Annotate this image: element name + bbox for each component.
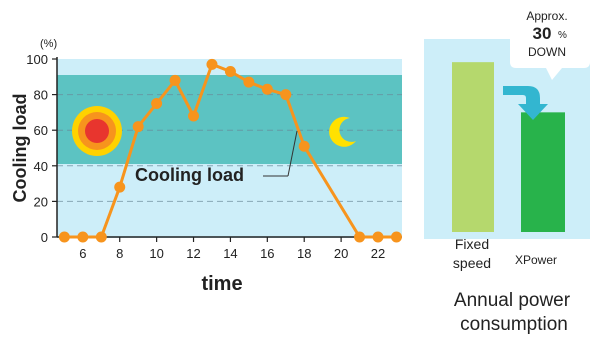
x-tick-label-6: 6 [79, 246, 86, 261]
cooling-load-annotation: Cooling load [135, 165, 244, 185]
cooling-load-points [58, 58, 402, 243]
callout-value: 30 [533, 24, 552, 43]
bar-xpower [521, 112, 565, 232]
callout-down: DOWN [528, 45, 566, 59]
data-point-7 [95, 231, 107, 243]
data-point-9 [132, 121, 144, 133]
data-point-13 [206, 58, 218, 70]
data-point-15 [243, 76, 255, 88]
x-axis-title: time [201, 273, 242, 295]
y-tick-label-40: 40 [34, 159, 48, 174]
sun-icon [72, 106, 122, 156]
x-tick-label-16: 16 [260, 246, 274, 261]
right-chart-title-line2: consumption [460, 314, 568, 335]
y-tick-label-20: 20 [34, 194, 48, 209]
category-label-fixed-line1: Fixed [455, 236, 489, 252]
x-tick-label-14: 14 [223, 246, 237, 261]
reduction-callout [510, 4, 590, 80]
y-axis-title: Cooling load [10, 94, 30, 203]
x-tick-label-18: 18 [297, 246, 311, 261]
x-tick-label-8: 8 [116, 246, 123, 261]
data-point-17 [280, 89, 292, 101]
category-label-xpower: XPower [515, 253, 557, 267]
category-label-fixed-line2: speed [453, 255, 491, 271]
y-axis-unit: (%) [40, 38, 57, 50]
y-tick-label-0: 0 [41, 230, 48, 245]
data-point-22 [372, 231, 384, 243]
data-point-16 [261, 83, 273, 95]
x-tick-label-10: 10 [149, 246, 163, 261]
y-tick-label-80: 80 [34, 88, 48, 103]
annotation-leader-diagonal [287, 130, 298, 177]
right-plot-background [424, 39, 590, 239]
callout-approx: Approx. [526, 9, 567, 23]
x-axis-ticks: 6 8 10 12 14 16 18 20 22 [79, 237, 385, 261]
bar-fixed-speed [452, 62, 494, 232]
y-tick-label-100: 100 [26, 52, 48, 67]
x-tick-label-22: 22 [371, 246, 385, 261]
data-point-5 [58, 231, 70, 243]
data-point-12 [188, 110, 200, 122]
y-tick-label-60: 60 [34, 123, 48, 138]
y-axis-ticks: 0 20 40 60 80 100 [26, 52, 57, 245]
data-point-14 [224, 65, 236, 77]
callout-unit: % [558, 30, 567, 41]
data-point-10 [151, 98, 163, 109]
data-point-21 [354, 231, 366, 243]
data-point-8 [114, 181, 126, 193]
data-point-6 [77, 231, 89, 243]
right-chart-title-line1: Annual power [454, 290, 571, 311]
data-point-23 [390, 231, 402, 243]
x-tick-label-12: 12 [186, 246, 200, 261]
moon-icon [329, 116, 356, 147]
data-point-18 [298, 140, 310, 152]
x-tick-label-20: 20 [334, 246, 348, 261]
gridlines [56, 57, 402, 238]
data-point-11 [169, 74, 181, 86]
reduction-arrow-icon [503, 86, 548, 120]
